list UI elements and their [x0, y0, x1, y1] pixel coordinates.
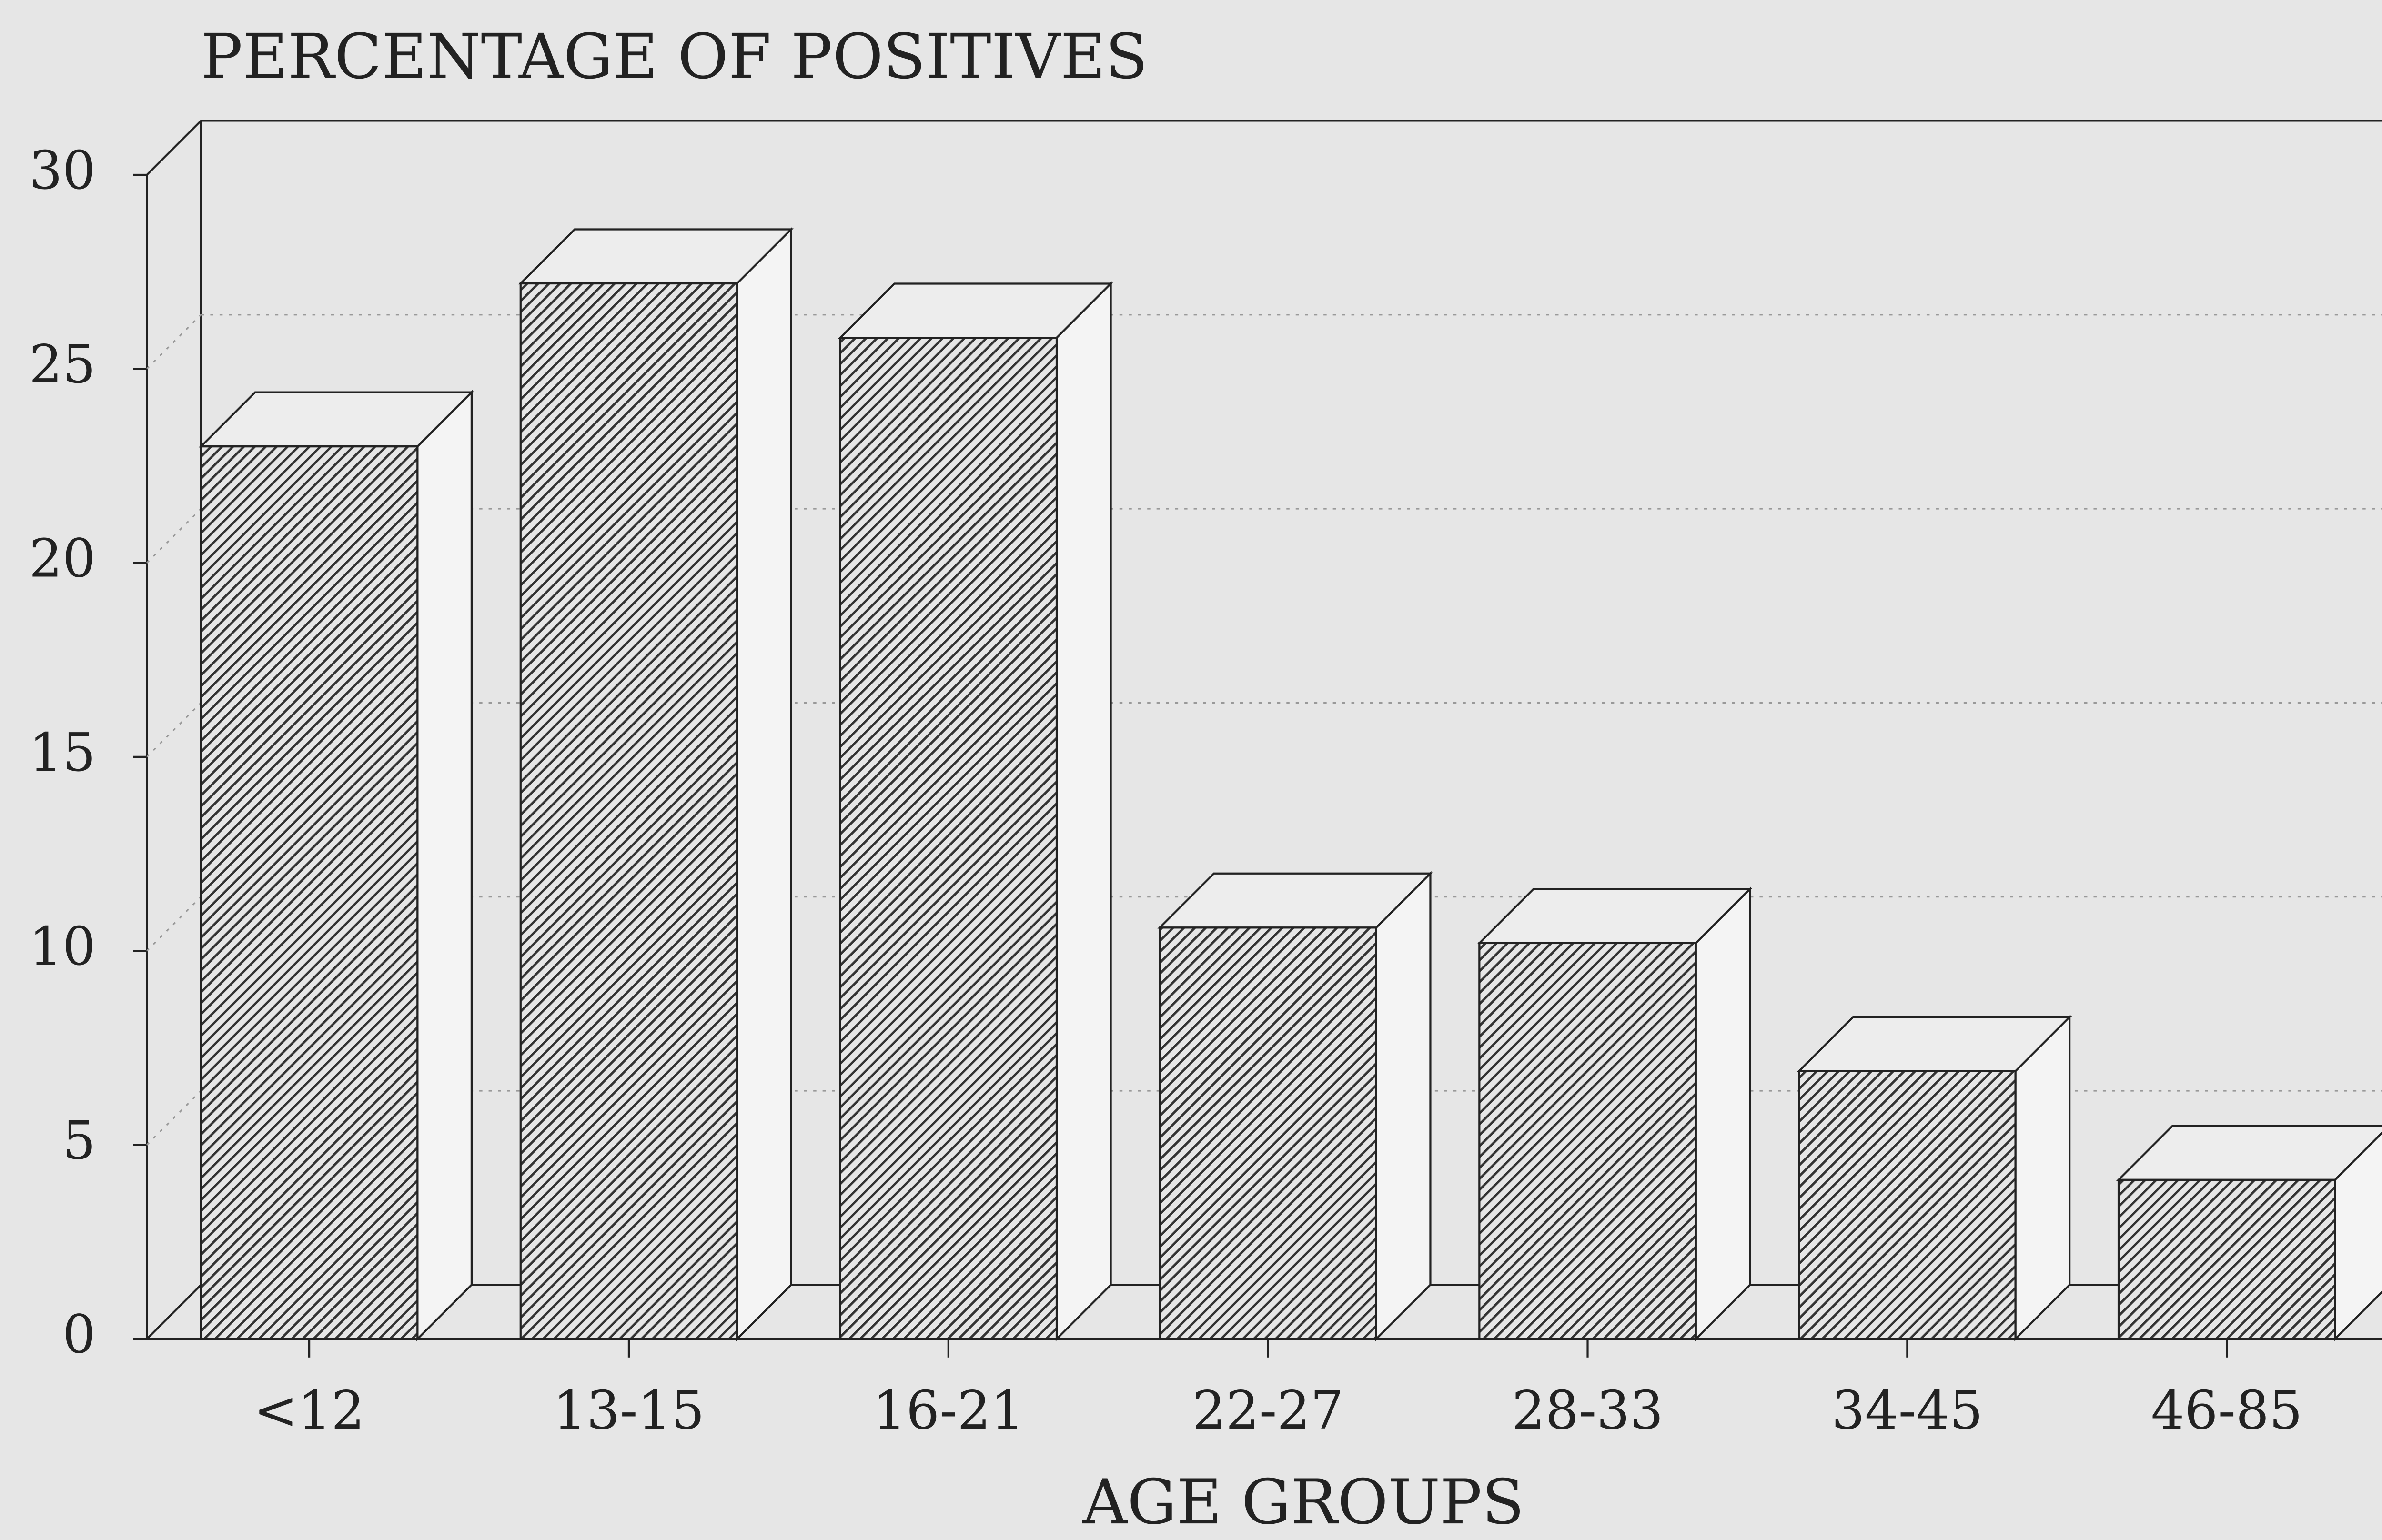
bar-side — [1375, 871, 1432, 1341]
bar-side — [1055, 281, 1112, 1341]
bar — [839, 337, 1058, 1340]
x-tick-label: 46-85 — [2151, 1380, 2302, 1441]
bar-side — [2014, 1015, 2071, 1341]
x-tick-label: 28-33 — [1512, 1380, 1663, 1441]
y-tick-label: 0 — [62, 1305, 96, 1366]
y-tick-label: 25 — [29, 334, 96, 395]
bar-side — [736, 227, 792, 1341]
bar — [2117, 1178, 2336, 1340]
grid-line — [146, 702, 202, 758]
y-tick-label: 10 — [29, 916, 96, 977]
x-tick-label: 13-15 — [553, 1380, 705, 1441]
grid-line — [146, 896, 202, 952]
x-tick-label: 16-21 — [873, 1380, 1024, 1441]
grid-line — [146, 508, 202, 564]
y-tick-label: 30 — [29, 141, 96, 201]
x-tick-label: 22-27 — [1192, 1380, 1344, 1441]
bar — [519, 282, 738, 1340]
y-tick-label: 5 — [62, 1110, 96, 1171]
grid-line — [146, 314, 202, 370]
x-tick-label: <12 — [254, 1380, 365, 1441]
y-tick-label: 20 — [29, 528, 96, 589]
bar — [1798, 1070, 2017, 1340]
bar — [1478, 942, 1697, 1340]
bar-side — [416, 390, 473, 1341]
grid-line — [146, 1090, 202, 1146]
bar — [1159, 926, 1377, 1340]
bar — [200, 445, 419, 1340]
chart-title: PERCENTAGE OF POSITIVES — [201, 20, 1148, 93]
x-axis-label: AGE GROUPS — [1082, 1466, 1524, 1538]
x-tick-label: 34-45 — [1831, 1380, 1983, 1441]
y-tick-label: 15 — [29, 723, 96, 784]
bar-side — [1695, 886, 1751, 1341]
